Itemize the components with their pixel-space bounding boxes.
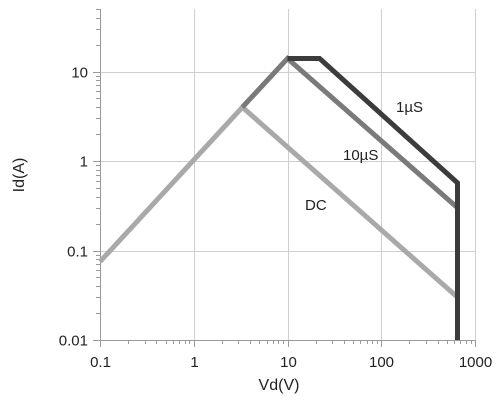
y-tick-label: 0.1 [67, 244, 88, 261]
x-tick-label: 100 [369, 354, 394, 371]
labels: 1µS 10µS DC [305, 99, 423, 214]
y-tick-label: 0.01 [59, 333, 88, 350]
x-axis-title: Vd(V) [259, 377, 300, 394]
series-label-10s: 10µS [343, 147, 378, 164]
x-tick-label: 0.1 [90, 354, 111, 371]
series-line-1s [287, 56, 460, 340]
y-tick-label: 1 [80, 154, 88, 171]
x-tick-label: 1 [190, 354, 198, 371]
y-tick-label: 10 [71, 65, 88, 82]
series-group [98, 55, 460, 340]
x-tick-label: 1000 [459, 354, 492, 371]
series-label-1s: 1µS [396, 99, 423, 116]
x-tick-label: 10 [280, 354, 297, 371]
series-label-dc: DC [305, 197, 327, 214]
y-axis-title: Id(A) [11, 158, 28, 193]
grid [100, 9, 476, 340]
series-line-dc [98, 103, 460, 340]
